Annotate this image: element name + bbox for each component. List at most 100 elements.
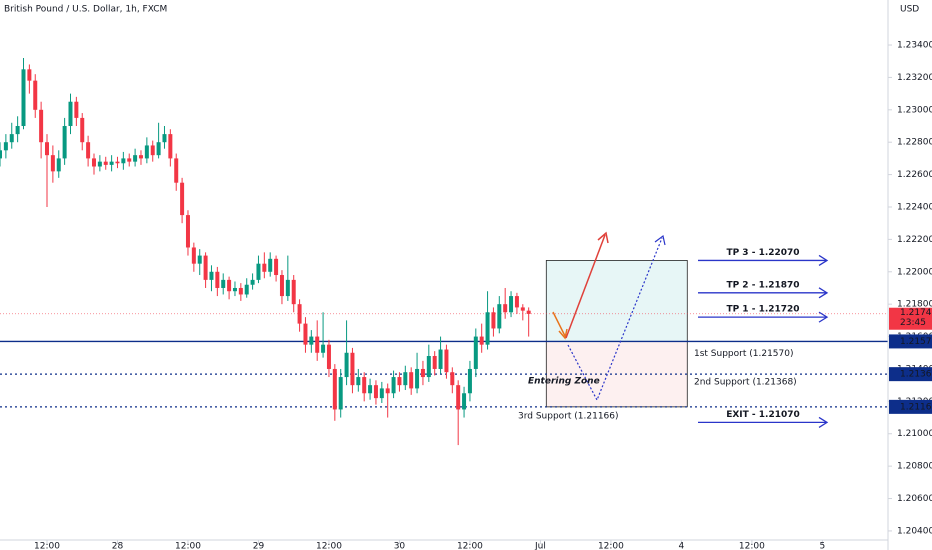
candle-body [485,312,490,345]
candle-body [279,275,284,297]
candle-body [462,393,467,410]
candle-body [415,368,420,389]
candle-body [138,155,143,159]
candle-body [338,377,343,410]
candle-body [62,126,67,159]
candle-body [162,134,167,143]
candle-body [326,344,331,369]
chart-title: British Pound / U.S. Dollar, 1h, FXCM [4,5,167,15]
candle-body [227,279,232,292]
candle-body [315,336,320,353]
support-label: 1st Support (1.21570) [694,349,793,359]
up-arrow [565,234,606,339]
candle-body [309,336,314,345]
y-tick-label: 1.22800 [897,138,932,148]
candle-body [56,158,61,172]
candle-body [150,145,155,156]
candle-body [514,296,519,308]
x-tick-label: 12:00 [175,542,201,550]
y-tick-label: 1.22400 [897,202,932,212]
candle-body [121,158,126,164]
candle-body [39,109,44,143]
current-price-badge [889,307,932,330]
x-tick-label: 5 [820,542,826,550]
candle-body [291,279,296,305]
candle-body [420,368,425,378]
axes: 1.23400 1.23200 1.23000 1.22800 1.22600 1.224… [34,41,932,550]
candle-body [409,372,414,389]
candle-body [379,388,384,399]
candle-body [203,255,208,280]
candle-body [497,304,502,329]
y-unit: USD [900,5,919,15]
candle-body [350,352,355,386]
target-label: EXIT - 1.21070 [726,410,800,420]
price-badge [889,367,932,382]
candle-body [44,142,49,156]
support-label: 3rd Support (1.21166) [518,411,619,421]
candle-body [168,134,173,159]
candle-body [185,215,190,248]
countdown-label: 23:45 [900,318,926,328]
candle-body [244,284,249,295]
y-tick-label: 1.23200 [897,73,932,83]
candle-body [344,352,349,378]
candle-body [115,161,120,164]
support-label: 2nd Support (1.21368) [694,378,797,388]
candle-body [467,368,472,394]
candle-body [3,142,8,151]
candle-body [274,258,279,276]
y-tick-label: 1.22200 [897,235,932,245]
projection-arrows [552,231,666,402]
price-badge-label: 1.21166 [900,402,932,412]
candle-body [444,349,449,373]
current-price-label: 1.21741 [900,308,932,318]
scenario-path [567,237,663,402]
entry-arrow [552,311,566,337]
candle-body [391,377,396,394]
target-arrow-head [818,416,829,428]
candle-body [297,304,302,324]
candle-body [86,142,91,159]
candle-body [50,155,55,172]
candle-body [362,377,367,394]
y-tick-label: 1.20400 [897,526,932,536]
candle-body [133,155,138,162]
candle-body [426,356,431,378]
candle-body [215,271,220,288]
candle-body [103,161,108,165]
x-tick-label: Jul [534,542,546,550]
candle-body [197,255,202,264]
target-label: TP 2 - 1.21870 [726,280,799,290]
y-tick-label: 1.23400 [897,41,932,51]
target-label: TP 1 - 1.21720 [726,305,799,315]
candle-body [221,279,226,288]
x-tick-label: 12:00 [739,542,765,550]
candle-body [156,142,161,156]
candle-body [450,372,455,386]
candle-body [385,388,390,394]
y-tick-label: 1.22000 [897,267,932,277]
candle-body [479,336,484,345]
candle-body [432,356,437,369]
candle-body [491,312,496,329]
y-tick-label: 1.20600 [897,494,932,504]
y-tick-label: 1.22600 [897,170,932,180]
candle-body [526,310,531,314]
candle-body [303,323,308,345]
candle-body [68,101,73,127]
candle-body [15,126,20,135]
candle-body [109,161,114,165]
candle-body [368,385,373,394]
candle-body [321,344,326,353]
candle-body [473,336,478,369]
candle-body [127,158,132,162]
candle-body [250,279,255,285]
annotations: 1st Support (1.21570) 2nd Support (1.2136… [518,248,829,428]
scenario-arrow-head [654,234,666,246]
candle-body [238,287,243,295]
price-badge-label: 1.21570 [900,337,932,347]
y-tick-label: 1.20800 [897,462,932,472]
